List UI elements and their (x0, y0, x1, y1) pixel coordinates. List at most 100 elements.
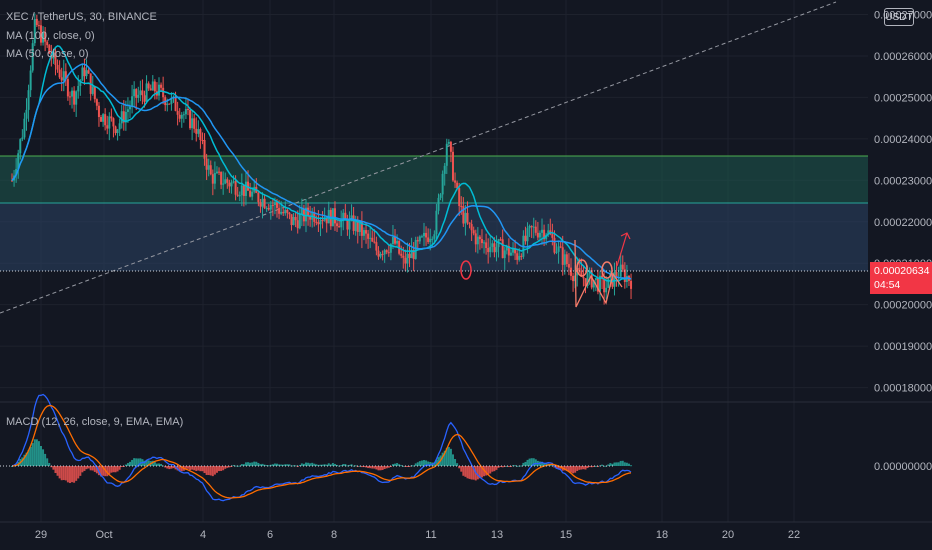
macd-histogram-bar (576, 466, 579, 471)
macd-histogram-bar (143, 460, 146, 466)
macd-histogram-bar (385, 466, 388, 469)
candle-body (468, 222, 471, 225)
candle-body (485, 242, 488, 248)
candle-body (280, 211, 283, 214)
macd-histogram-bar (56, 466, 59, 476)
macd-histogram-bar (139, 458, 142, 466)
candle-body (526, 228, 529, 242)
macd-histogram-bar (396, 463, 399, 466)
macd-histogram-bar (218, 466, 221, 472)
price-axis-tick: 0.00023000 (874, 175, 932, 187)
macd-histogram-bar (379, 466, 382, 471)
candle-body (87, 70, 90, 74)
macd-histogram-bar (222, 466, 225, 471)
macd-histogram-bar (394, 463, 397, 466)
macd-histogram-bar (66, 466, 69, 483)
macd-histogram-bar (365, 466, 368, 468)
macd-histogram-bar (153, 462, 156, 466)
macd-histogram-bar (435, 459, 438, 466)
candle-body (369, 237, 372, 239)
candle-body (220, 171, 223, 185)
macd-histogram-bar (280, 464, 283, 466)
macd-histogram-bar (331, 463, 334, 466)
macd-histogram-bar (333, 463, 336, 466)
macd-histogram-bar (309, 463, 312, 466)
macd-legend[interactable]: MACD (12, 26, close, 9, EMA, EMA) (6, 416, 184, 428)
candle-body (129, 106, 132, 110)
macd-histogram-bar (54, 466, 57, 473)
candle-body (141, 90, 144, 96)
time-axis-tick: 8 (331, 529, 337, 541)
macd-histogram-bar (454, 459, 457, 466)
candle-body (483, 242, 486, 244)
macd-histogram-bar (184, 466, 187, 470)
macd-histogram-bar (313, 463, 316, 466)
price-axis[interactable]: 0.00027000 0.00026000 0.00025000 0.00024000… (874, 10, 932, 395)
macd-histogram-bar (590, 466, 593, 468)
macd-histogram-bar (42, 449, 45, 466)
currency-button[interactable]: USDT (884, 8, 914, 26)
candle-body (532, 226, 535, 228)
time-axis[interactable]: 29 Oct 4 6 8 11 13 15 18 20 22 (35, 529, 800, 541)
macd-histogram-bar (50, 466, 53, 468)
candle-body (489, 246, 492, 253)
candle-body (524, 235, 527, 242)
candle-body (315, 221, 318, 223)
candle-body (543, 229, 546, 240)
candle-body (238, 195, 241, 197)
macd-histogram-bar (93, 466, 96, 472)
candle-body (126, 109, 129, 112)
candle-body (122, 111, 125, 123)
candle-body (180, 114, 183, 119)
candle-body (288, 212, 291, 215)
macd-histogram-bar (265, 465, 268, 467)
macd-histogram-bar (278, 464, 281, 466)
macd-histogram-bar (406, 466, 409, 467)
time-axis-tick: 13 (491, 529, 503, 541)
macd-histogram-bar (464, 466, 467, 477)
candle-body (249, 190, 252, 197)
macd-histogram-bar (468, 466, 471, 479)
candle-body (360, 221, 363, 236)
macd-histogram-bar (423, 460, 426, 466)
macd-histogram-bar (619, 460, 622, 466)
candle-body (261, 198, 264, 207)
macd-histogram-bar (586, 466, 589, 469)
symbol-legend[interactable]: XEC / TetherUS, 30, BINANCE (6, 11, 157, 23)
candle-body (565, 254, 568, 265)
macd-histogram-bar (298, 464, 301, 466)
last-price-value: 0.00020634 (874, 265, 930, 277)
macd-histogram-bar (578, 466, 581, 470)
candle-body (534, 226, 537, 233)
macd-histogram-bar (211, 466, 214, 477)
macd-histogram-bar (437, 457, 440, 466)
candle-body (590, 270, 593, 288)
macd-histogram-bar (201, 466, 204, 472)
candle-body (205, 158, 208, 170)
macd-histogram-bar (621, 460, 624, 466)
candle-body (73, 90, 76, 105)
macd-histogram-bar (31, 443, 34, 466)
candle-body (561, 247, 564, 265)
macd-histogram-bar (238, 465, 241, 467)
candle-body (377, 250, 380, 257)
macd-histogram-bar (157, 463, 160, 466)
macd-histogram-bar (441, 452, 444, 466)
ma-50-legend[interactable]: MA (50, close, 0) (6, 48, 89, 60)
ma-100-legend[interactable]: MA (100, close, 0) (6, 30, 95, 42)
candle-body (240, 185, 243, 196)
macd-histogram-bar (255, 461, 258, 466)
macd-histogram-bar (408, 466, 411, 467)
macd-histogram-bar (81, 466, 84, 473)
trend-line[interactable] (0, 1, 837, 314)
macd-histogram-bar (497, 466, 500, 468)
candle-body (100, 117, 103, 122)
macd-histogram-bar (114, 466, 117, 473)
macd-histogram-bar (501, 466, 504, 468)
candle-body (203, 140, 206, 159)
time-axis-tick: 4 (200, 529, 206, 541)
candle-body (166, 103, 169, 106)
candle-body (276, 202, 279, 208)
macd-histogram-bar (360, 466, 363, 468)
